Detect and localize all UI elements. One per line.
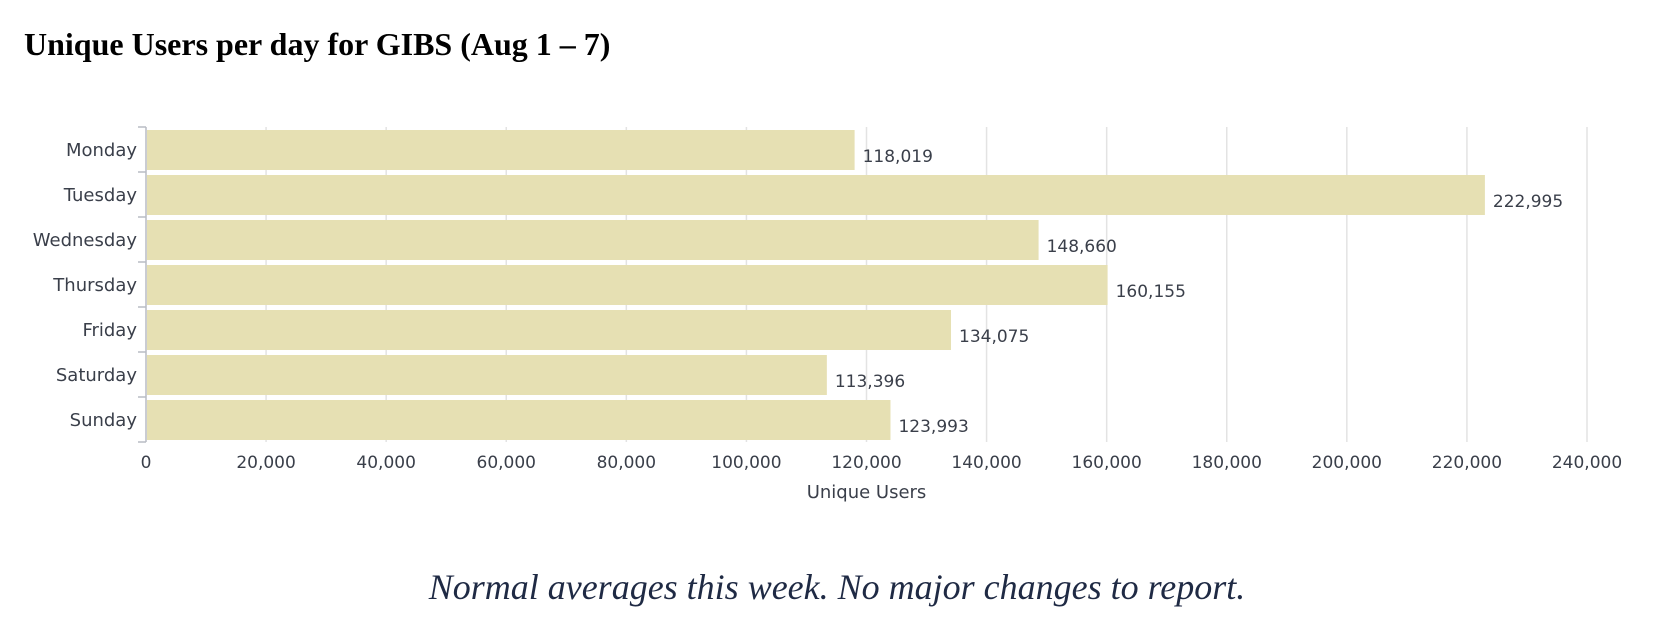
x-tick-label: 180,000 — [1192, 453, 1262, 473]
x-tick-label: 80,000 — [597, 453, 656, 473]
category-label: Friday — [82, 320, 137, 341]
bar — [147, 310, 952, 350]
bar — [147, 175, 1485, 215]
x-tick-label: 60,000 — [477, 453, 536, 473]
category-label: Tuesday — [63, 185, 138, 206]
axes — [138, 126, 147, 443]
value-labels: 118,019 222,995 148,660 160,155 134,075 113,3… — [835, 147, 1563, 437]
value-label: 160,155 — [1116, 282, 1186, 302]
bars — [147, 130, 1485, 440]
x-axis-title: Unique Users — [807, 482, 927, 503]
value-label: 222,995 — [1493, 192, 1563, 212]
bar — [147, 400, 891, 440]
x-tick-label: 160,000 — [1072, 453, 1142, 473]
x-tick-label: 240,000 — [1552, 453, 1622, 473]
value-label: 123,993 — [898, 417, 968, 437]
category-label: Saturday — [56, 365, 137, 386]
bar-chart: 118,019 222,995 148,660 160,155 134,075 113,3… — [33, 126, 1623, 503]
category-labels: Monday Tuesday Wednesday Thursday Friday Satu… — [33, 140, 138, 431]
category-label: Sunday — [70, 410, 138, 431]
page-title: Unique Users per day for GIBS (Aug 1 – 7… — [24, 26, 611, 62]
category-label: Thursday — [52, 275, 137, 296]
x-tick-label: 0 — [141, 453, 152, 473]
bar — [147, 265, 1108, 305]
x-tick-label: 20,000 — [236, 453, 295, 473]
value-label: 148,660 — [1047, 237, 1117, 257]
value-label: 113,396 — [835, 372, 905, 392]
category-label: Monday — [66, 140, 137, 161]
x-tick-label: 40,000 — [356, 453, 415, 473]
footnote: Normal averages this week. No major chan… — [428, 567, 1246, 607]
value-label: 118,019 — [863, 147, 933, 167]
x-tick-label: 100,000 — [711, 453, 781, 473]
bar — [147, 220, 1039, 260]
x-tick-labels: 0 20,000 40,000 60,000 80,000 100,000 120,000 1… — [141, 453, 1623, 473]
category-label: Wednesday — [33, 230, 138, 251]
x-tick-label: 140,000 — [951, 453, 1021, 473]
x-tick-label: 200,000 — [1312, 453, 1382, 473]
value-label: 134,075 — [959, 327, 1029, 347]
bar — [147, 355, 827, 395]
x-tick-label: 120,000 — [831, 453, 901, 473]
x-tick-label: 220,000 — [1432, 453, 1502, 473]
bar — [147, 130, 855, 170]
